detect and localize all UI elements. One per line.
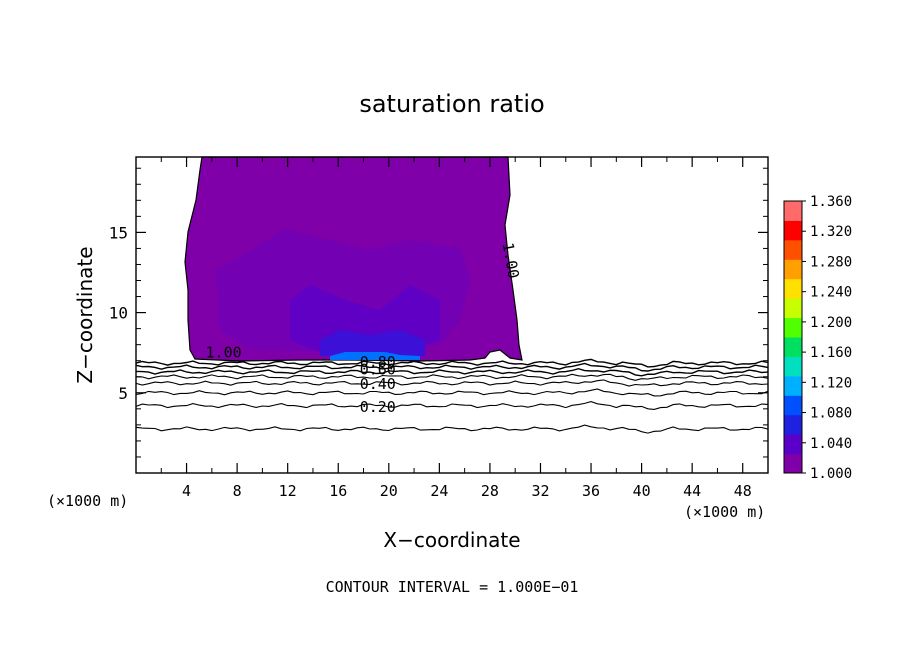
colorbar-band [784,220,802,241]
x-tick-label: 4 [182,482,191,500]
colorbar-label: 1.320 [810,224,852,240]
colorbar-label: 1.120 [810,375,852,391]
contour-line [135,424,769,434]
x-tick-label: 28 [481,482,499,500]
colorbar-band [784,239,802,260]
colorbar-label: 1.000 [810,466,852,482]
x-unit-right: (×1000 m) [684,503,765,521]
colorbar-band [784,259,802,280]
contour-line [135,362,769,372]
y-tick-label: 15 [109,223,128,242]
colorbar-label: 1.280 [810,254,852,270]
cloud-base-highlight [330,352,420,360]
colorbar-label: 1.040 [810,436,852,452]
x-tick-label: 8 [233,482,242,500]
cloud-inner-region-3 [320,330,425,356]
contour-line [135,373,769,381]
colorbar-label: 1.080 [810,406,852,422]
x-unit-left: (×1000 m) [47,492,128,510]
x-tick-label: 16 [329,482,347,500]
contour-label: 0.40 [360,375,396,393]
contour-line [135,379,769,387]
colorbar-band [784,395,802,416]
contour-label: 0.80 [360,353,396,371]
contour-label: 1.00 [206,344,242,362]
x-tick-label: 24 [430,482,448,500]
colorbar-band [784,298,802,319]
x-axis-ticks: 4 8 12 16 20 24 28 32 36 40 44 48 [160,157,752,500]
plot-area: 1.001.000.800.600.400.20 4 8 12 16 20 24 28 32 3… [109,156,769,500]
chart-title: saturation ratio [359,90,544,118]
x-tick-label: 12 [279,482,297,500]
plot-frame [135,156,769,474]
colorbar-labels: 1.360 1.320 1.280 1.240 1.200 1.160 1.120 1.080… [802,194,852,482]
colorbar-band [784,414,802,435]
colorbar-band [784,337,802,357]
colorbar: 1.360 1.320 1.280 1.240 1.200 1.160 1.120 1.080… [783,194,852,482]
contour-labels: 1.00 1.00 0.800.600.40 0.20 [206,241,523,416]
contour-line [135,388,769,397]
colorbar-label: 1.200 [810,315,852,331]
x-tick-label: 32 [531,482,549,500]
colorbar-band [784,375,802,396]
contour-label: 0.60 [360,360,396,378]
contour-line [135,367,769,377]
contour-line [135,358,769,368]
contour-line [135,401,769,410]
colorbar-band [784,317,802,338]
x-tick-label: 20 [380,482,398,500]
colorbar-band [784,434,802,455]
cloud-interior-shading [215,228,470,360]
colorbar-bands [784,201,802,474]
x-tick-label: 40 [633,482,651,500]
contour-label: 0.20 [360,398,396,416]
colorbar-band [784,201,802,221]
colorbar-label: 1.360 [810,194,852,210]
colorbar-band [784,356,802,377]
y-axis-ticks: 5 10 15 [109,167,768,458]
y-tick-label: 5 [118,384,128,403]
x-axis-label: X−coordinate [383,528,520,552]
colorbar-band [784,453,802,474]
x-tick-label: 36 [582,482,600,500]
colorbar-frame [783,200,803,474]
contour-lines [135,358,769,434]
colorbar-band [784,278,802,299]
colorbar-label: 1.240 [810,285,852,301]
contour-label: 1.00 [499,241,523,280]
contour-interval-note: CONTOUR INTERVAL = 1.000E−01 [326,578,579,596]
x-tick-label: 44 [683,482,701,500]
y-tick-label: 10 [109,304,128,323]
x-tick-label: 48 [734,482,752,500]
colorbar-label: 1.160 [810,345,852,361]
y-axis-label: Z−coordinate [73,246,97,383]
